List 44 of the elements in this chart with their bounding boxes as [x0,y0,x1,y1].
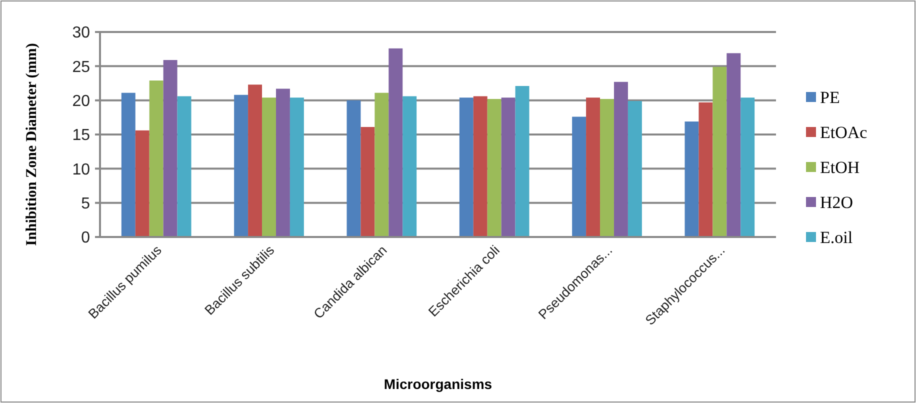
bar [628,101,642,237]
bar [614,82,628,237]
bar [487,98,502,237]
bar [121,92,136,237]
bar [248,84,262,237]
y-tick-label: 10 [72,161,90,178]
y-tick-label: 30 [72,24,90,42]
legend-label: H2O [820,192,854,212]
bar [177,96,192,237]
bar [698,102,713,237]
y-tick-label: 5 [81,195,90,212]
bar [684,122,699,237]
bar [402,96,417,237]
bar [234,94,248,237]
bar [515,86,530,237]
bar [290,98,304,237]
y-tick-label: 25 [72,58,90,76]
legend-label: EtOH [820,158,860,177]
y-axis-title: Inhibition Zone Diameter (mm) [24,43,40,246]
y-tick-label: 0 [81,230,90,247]
bar [712,66,727,237]
legend-label: PE [820,88,840,107]
bar [149,80,164,237]
bar [360,126,375,237]
bar [346,100,361,237]
bar [388,48,403,237]
legend-label: EtOAc [820,122,868,142]
y-tick-label: 20 [72,92,90,110]
bar [572,116,586,237]
bar [276,88,290,237]
bar [501,98,516,237]
y-tick-label: 15 [72,127,90,144]
bar [600,98,614,237]
bar [459,98,474,237]
bar [374,92,389,237]
bar [726,53,741,237]
x-axis-title: Microorganisms [384,376,492,392]
bar [163,60,178,237]
bar [135,130,150,237]
legend-label: E.oil [820,228,853,247]
bar [740,98,755,237]
bar [262,98,276,237]
bar [473,96,488,237]
bar [586,98,600,237]
